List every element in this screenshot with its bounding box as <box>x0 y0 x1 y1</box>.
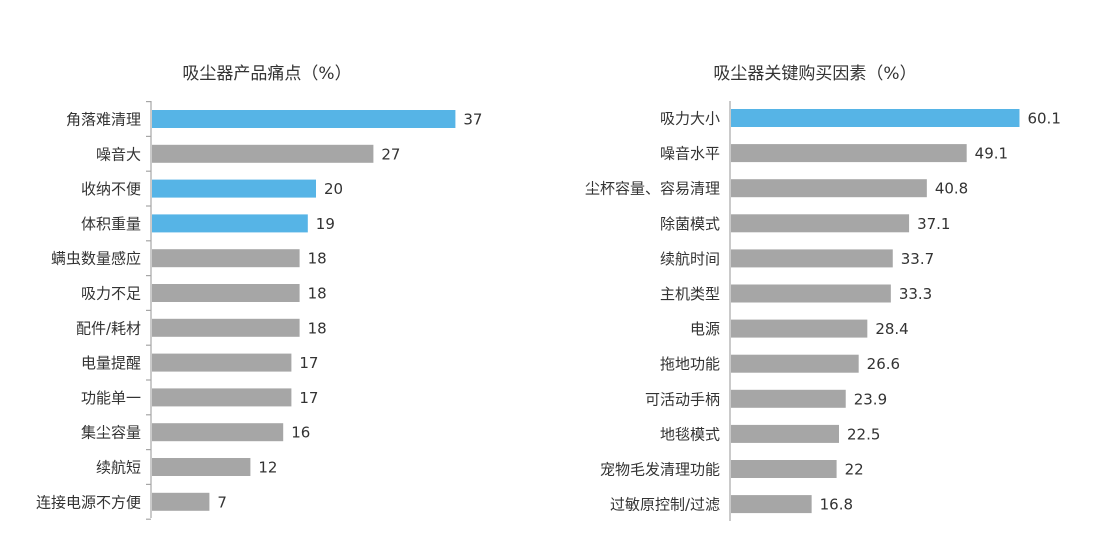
bar <box>731 495 812 514</box>
category-label: 续航时间 <box>660 250 720 268</box>
bar <box>731 284 891 303</box>
value-label: 16.8 <box>820 496 853 514</box>
bar <box>731 249 893 268</box>
bar <box>731 319 868 338</box>
bar <box>731 460 837 478</box>
bar <box>152 353 292 372</box>
bar <box>152 423 284 442</box>
chart-title: 吸尘器产品痛点（%） <box>182 64 351 84</box>
category-label: 噪音水平 <box>660 145 720 163</box>
category-label: 电量提醒 <box>81 354 141 372</box>
category-label: 集尘容量 <box>81 424 141 442</box>
category-label: 主机类型 <box>660 285 720 303</box>
value-label: 17 <box>299 354 318 372</box>
category-label: 角落难清理 <box>66 111 141 129</box>
bar <box>152 458 251 476</box>
value-label: 33.7 <box>901 250 934 268</box>
value-label: 33.3 <box>899 285 932 303</box>
pain-points-chart: 吸尘器产品痛点（%） 角落难清理 37 噪音大 27 收纳不便 20 体积重量 19 螨虫数量感… <box>36 64 482 520</box>
category-label: 吸力大小 <box>660 110 720 128</box>
value-label: 19 <box>316 215 335 233</box>
category-label: 拖地功能 <box>660 355 720 373</box>
value-label: 27 <box>381 145 400 163</box>
bar <box>731 354 859 373</box>
value-label: 37 <box>463 111 482 129</box>
value-label: 22.5 <box>847 425 880 443</box>
value-label: 18 <box>308 285 327 303</box>
bar <box>152 110 456 128</box>
category-label: 电源 <box>690 320 720 338</box>
value-label: 60.1 <box>1027 110 1060 128</box>
value-label: 20 <box>324 180 343 198</box>
value-label: 7 <box>217 493 227 511</box>
category-label: 吸力不足 <box>81 285 141 303</box>
category-label: 尘杯容量、容易清理 <box>585 180 720 198</box>
value-label: 26.6 <box>867 355 900 373</box>
purchase-factors-chart: 吸尘器关键购买因素（%） 吸力大小 60.1 噪音水平 49.1 尘杯容量、容易清理 40… <box>585 64 1061 521</box>
bar <box>731 179 927 198</box>
bar <box>731 424 839 443</box>
category-label: 除菌模式 <box>660 215 720 233</box>
category-label: 收纳不便 <box>81 180 141 198</box>
category-label: 连接电源不方便 <box>36 493 141 511</box>
bar <box>731 214 910 233</box>
bar <box>152 214 308 233</box>
category-label: 螨虫数量感应 <box>51 250 141 268</box>
category-label: 体积重量 <box>81 215 141 233</box>
bar <box>152 144 374 163</box>
bar <box>731 109 1020 127</box>
category-label: 可活动手柄 <box>645 390 720 408</box>
bar <box>152 179 316 198</box>
bar <box>152 388 292 407</box>
value-label: 12 <box>258 459 277 477</box>
bar <box>152 284 300 302</box>
bar <box>731 144 967 163</box>
bar <box>152 492 210 511</box>
category-label: 功能单一 <box>81 389 141 407</box>
category-label: 地毯模式 <box>660 425 720 443</box>
chart-title: 吸尘器关键购买因素（%） <box>713 64 916 84</box>
category-label: 噪音大 <box>96 145 141 163</box>
category-label: 续航短 <box>96 459 141 477</box>
value-label: 18 <box>308 250 327 268</box>
category-label: 宠物毛发清理功能 <box>600 461 720 479</box>
value-label: 37.1 <box>917 215 950 233</box>
value-label: 18 <box>308 319 327 337</box>
value-label: 22 <box>845 461 864 479</box>
bar <box>152 249 300 268</box>
value-label: 23.9 <box>854 390 887 408</box>
value-label: 49.1 <box>975 145 1008 163</box>
category-label: 过敏原控制/过滤 <box>610 496 720 514</box>
bar <box>152 318 300 337</box>
value-label: 16 <box>291 424 310 442</box>
value-label: 17 <box>299 389 318 407</box>
value-label: 40.8 <box>935 180 968 198</box>
category-label: 配件/耗材 <box>76 319 141 337</box>
value-label: 28.4 <box>875 320 908 338</box>
bar <box>731 389 846 408</box>
